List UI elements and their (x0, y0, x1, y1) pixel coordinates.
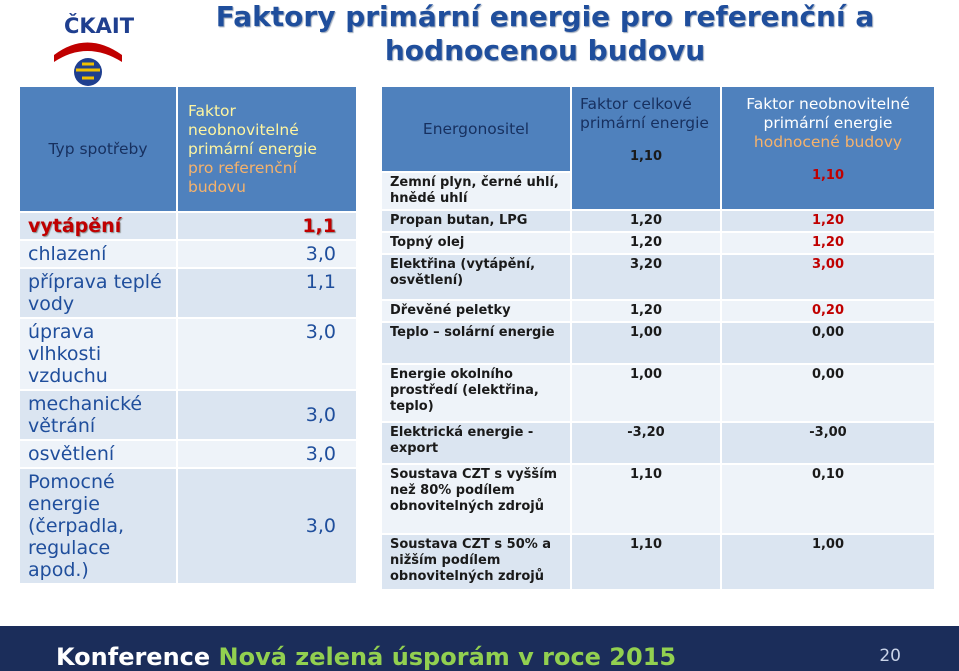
table-row: Topný olej 1,20 1,20 (382, 233, 934, 253)
table-row: úprava vlhkosti vzduchu 3,0 (20, 319, 356, 389)
table-row: Elektrická energie - export -3,20 -3,00 (382, 423, 934, 463)
row-value: 3,0 (305, 321, 336, 343)
evaluated-building-table: Energonositel Faktor celkové primární en… (380, 85, 936, 591)
row-label: Pomocné energie (čerpadla, regulace apod… (28, 471, 125, 581)
cell-total: 1,00 (629, 325, 663, 340)
table-row: chlazení 3,0 (20, 241, 356, 267)
cell-total: 1,20 (629, 213, 663, 228)
table-row: Soustava CZT s vyšším než 80% podílem ob… (382, 465, 934, 533)
table-row: Dřevěné peletky 1,20 0,20 (382, 301, 934, 321)
cell-total: 3,20 (629, 257, 663, 272)
header-reference-factor-main: Faktor neobnovitelné primární energie (188, 101, 317, 158)
header-nonrenewable-rest: hodnocené budovy (753, 133, 903, 151)
footer-prefix: Konference (56, 643, 211, 671)
cell-total: 1,20 (629, 235, 663, 250)
header-nonrenewable-factor: Faktor neobnovitelné primární energie ho… (722, 87, 934, 209)
row-value: 3,0 (305, 443, 336, 465)
row-label: vytápění (28, 215, 122, 237)
table-row: Propan butan, LPG 1,20 1,20 (382, 211, 934, 231)
row-value: 1,1 (302, 215, 336, 237)
row-label: osvětlení (28, 443, 115, 465)
logo-emblem-icon (54, 42, 122, 86)
cell-carrier: Soustava CZT s vyšším než 80% podílem ob… (390, 467, 558, 514)
cell-total: 1,10 (629, 537, 663, 552)
row-value: 3,0 (305, 243, 336, 265)
cell-total: -3,20 (627, 425, 665, 440)
header-reference-factor: Faktor neobnovitelné primární energie pr… (178, 87, 356, 211)
table-row: příprava teplé vody 1,1 (20, 269, 356, 317)
cell-nonrenewable: 0,00 (811, 325, 845, 340)
cell-carrier: Elektrická energie - export (390, 425, 534, 456)
row-label: úprava vlhkosti vzduchu (28, 321, 108, 387)
cell-carrier: Propan butan, LPG (390, 213, 528, 228)
table-row: Elektřina (vytápění, osvětlení) 3,20 3,0… (382, 255, 934, 299)
header-total-factor: Faktor celkové primární energie 1,10 (572, 87, 720, 209)
table-row: vytápění 1,1 (20, 213, 356, 239)
cell-nonrenewable: 1,20 (811, 213, 845, 228)
cell-nonrenewable: -3,00 (809, 425, 847, 440)
footer-conference-name: Nová zelená úsporám v roce 2015 (218, 643, 677, 671)
ckait-logo: ČKAIT (42, 10, 135, 90)
table-row: mechanické větrání 3,0 (20, 391, 356, 439)
header-consumption-type: Typ spotřeby (20, 87, 176, 211)
header-nonrenewable-main: Faktor neobnovitelné primární energie (746, 95, 910, 132)
table-row: Teplo – solární energie 1,00 0,00 (382, 323, 934, 363)
cell-total: 1,00 (629, 367, 663, 382)
cell-nonrenewable: 0,10 (811, 467, 845, 482)
reference-building-table: Typ spotřeby Faktor neobnovitelné primár… (18, 85, 358, 585)
logo-text: ČKAIT (64, 14, 135, 38)
footer-bar: Konference Nová zelená úsporám v roce 20… (0, 626, 959, 671)
table-row: Soustava CZT s 50% a nižším podílem obno… (382, 535, 934, 589)
cell-total: 1,10 (629, 149, 663, 164)
cell-nonrenewable: 0,00 (811, 367, 845, 382)
footer-conference-title: Konference Nová zelená úsporám v roce 20… (56, 643, 676, 671)
cell-nonrenewable: 1,10 (811, 168, 845, 183)
table-row: Energie okolního prostředí (elektřina, t… (382, 365, 934, 421)
cell-carrier: Zemní plyn, černé uhlí, hnědé uhlí (382, 173, 570, 209)
row-value: 3,0 (305, 404, 336, 426)
table-row: Pomocné energie (čerpadla, regulace apod… (20, 469, 356, 583)
cell-total: 1,20 (629, 303, 663, 318)
header-reference-factor-rest: pro referenční budovu (188, 158, 297, 196)
row-label: chlazení (28, 243, 107, 265)
cell-carrier: Elektřina (vytápění, osvětlení) (390, 257, 536, 288)
table-row: osvětlení 3,0 (20, 441, 356, 467)
row-label: mechanické větrání (28, 393, 143, 437)
cell-carrier: Dřevěné peletky (390, 303, 511, 318)
cell-carrier: Topný olej (390, 235, 465, 250)
row-value: 3,0 (305, 515, 336, 537)
cell-total: 1,10 (629, 467, 663, 482)
cell-nonrenewable: 1,00 (811, 537, 845, 552)
header-energy-carrier: Energonositel (382, 87, 570, 171)
cell-carrier: Soustava CZT s 50% a nižším podílem obno… (390, 537, 552, 584)
page-title: Faktory primární energie pro referenční … (215, 0, 875, 67)
cell-nonrenewable: 0,20 (811, 303, 845, 318)
cell-carrier: Energie okolního prostředí (elektřina, t… (390, 367, 539, 414)
row-value: 1,1 (305, 271, 336, 293)
cell-nonrenewable: 3,00 (811, 257, 845, 272)
row-label: příprava teplé vody (28, 271, 162, 315)
cell-carrier: Teplo – solární energie (390, 325, 555, 340)
cell-nonrenewable: 1,20 (811, 235, 845, 250)
page-number: 20 (879, 646, 901, 666)
header-total-factor-label: Faktor celkové primární energie (580, 95, 709, 132)
